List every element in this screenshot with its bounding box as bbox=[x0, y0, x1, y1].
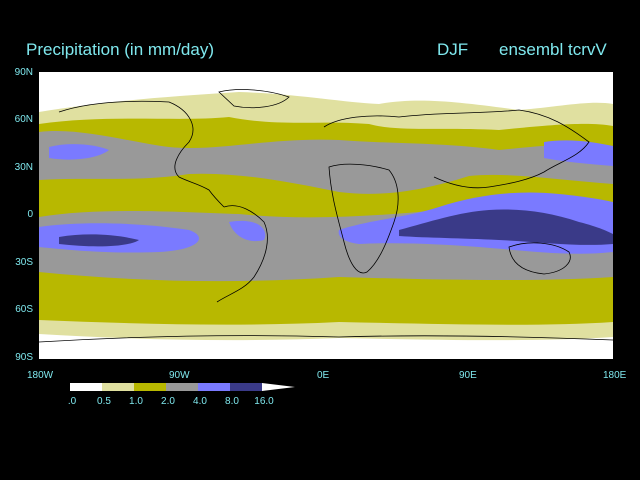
lat-label-0: 0 bbox=[27, 209, 33, 220]
map-title: Precipitation (in mm/day) bbox=[26, 40, 215, 59]
lon-label-180w: 180W bbox=[27, 370, 54, 381]
colorbar-arrow bbox=[262, 383, 295, 391]
lat-label-90s: 90S bbox=[15, 352, 33, 363]
australia-coast bbox=[508, 242, 571, 275]
lat-label-60s: 60S bbox=[15, 304, 33, 315]
colorbar-swatch-4 bbox=[198, 383, 230, 391]
lat-label-60n: 60N bbox=[14, 114, 33, 125]
season-label: DJF bbox=[437, 40, 469, 59]
south-america-coast bbox=[216, 205, 268, 303]
lon-label-0e: 0E bbox=[317, 370, 330, 381]
colorbar-swatch-0 bbox=[70, 383, 102, 391]
lat-label-30s: 30S bbox=[15, 257, 33, 268]
colorbar-swatch-1 bbox=[102, 383, 134, 391]
colorbar-swatch-3 bbox=[166, 383, 198, 391]
antarctica-coast bbox=[39, 335, 613, 343]
lon-label-90e: 90E bbox=[459, 370, 477, 381]
colorbar bbox=[70, 383, 295, 391]
colorbar-swatch-2 bbox=[134, 383, 166, 391]
lat-label-30n: 30N bbox=[14, 162, 33, 173]
colorbar-label-0: .0 bbox=[67, 396, 77, 407]
colorbar-label-3: 2.0 bbox=[161, 396, 175, 407]
run-label: ensembl tcrvV bbox=[499, 40, 607, 59]
north-america-coast bbox=[58, 100, 225, 208]
greenland-coast bbox=[218, 89, 290, 109]
colorbar-label-4: 4.0 bbox=[193, 396, 207, 407]
colorbar-label-1: 0.5 bbox=[97, 396, 111, 407]
africa-coast bbox=[328, 163, 399, 274]
colorbar-label-6: 16.0 bbox=[254, 396, 274, 407]
coastlines bbox=[39, 89, 613, 343]
colorbar-label-2: 1.0 bbox=[129, 396, 143, 407]
colorbar-swatch-5 bbox=[230, 383, 262, 391]
precipitation-map bbox=[39, 72, 613, 359]
precip-band-8-16 bbox=[59, 209, 613, 247]
eurasia-coast bbox=[323, 109, 590, 189]
lat-label-90n: 90N bbox=[14, 67, 33, 78]
lon-label-90w: 90W bbox=[169, 370, 190, 381]
colorbar-label-5: 8.0 bbox=[225, 396, 239, 407]
lon-label-180e: 180E bbox=[603, 370, 627, 381]
